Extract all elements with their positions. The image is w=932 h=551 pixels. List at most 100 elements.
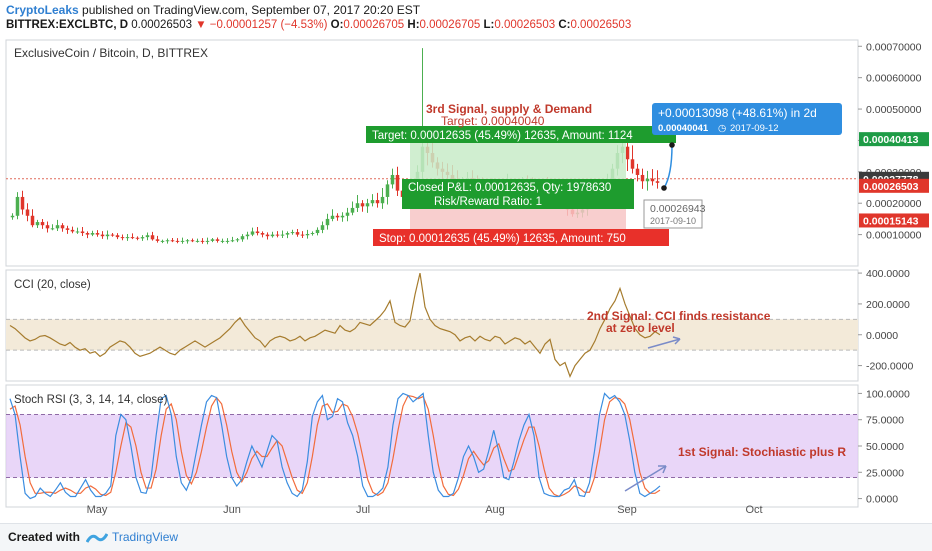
symbol-label: BITTREX:EXCLBTC, D — [6, 19, 129, 31]
candle-body — [300, 234, 305, 236]
x-label-aug: Aug — [485, 504, 505, 516]
signal2-arrowhead — [672, 336, 681, 345]
measure-value: 0.00040041 — [658, 123, 709, 134]
publish-text: published on TradingView.com, September … — [82, 3, 421, 17]
candle-body — [180, 240, 185, 242]
footer-created: Created with — [8, 530, 81, 544]
cci-pane-title: CCI (20, close) — [14, 279, 91, 291]
last-price: 0.00026503 — [131, 19, 192, 31]
signal2-line2[interactable]: at zero level — [606, 321, 675, 335]
candle-body — [240, 236, 245, 240]
chart-area[interactable]: 0.000700000.000600000.000500000.00040000… — [0, 35, 932, 523]
candle-body — [635, 168, 640, 175]
signal3-target[interactable]: Target: 0.00040040 — [441, 114, 545, 128]
stoch-d-line — [9, 394, 661, 498]
stop-label: Stop: 0.00012635 (45.49%) 12635, Amount:… — [379, 233, 626, 245]
candle-body — [155, 239, 160, 241]
price-tick-label: 0.00060000 — [866, 73, 922, 85]
candle-body — [85, 233, 90, 235]
point-label-box — [643, 199, 703, 229]
stoch-tick-label: 25.0000 — [866, 467, 904, 479]
signal2-line1[interactable]: 2nd Signal: CCI finds resistance — [587, 309, 771, 323]
candle-body — [140, 237, 145, 239]
x-label-jul: Jul — [356, 504, 370, 516]
cci-band — [6, 319, 858, 351]
pl-label-box[interactable] — [402, 179, 634, 209]
price-pane-title: ExclusiveCoin / Bitcoin, D, BITTREX — [14, 46, 208, 60]
candle-body — [260, 233, 265, 235]
cci-tick-label: 200.0000 — [866, 299, 910, 311]
candle-body — [355, 203, 360, 208]
price-tick-label: 0.00070000 — [866, 41, 922, 53]
candle-body — [175, 240, 180, 242]
candle-body — [640, 174, 645, 182]
candle-body — [345, 212, 350, 216]
candle-body — [185, 240, 190, 242]
target-label-box[interactable] — [366, 126, 676, 143]
candle-body — [320, 225, 325, 230]
candle-body — [215, 239, 220, 241]
candle-body — [270, 234, 275, 237]
signal1-text[interactable]: 1st Signal: Stochiastic plus R — [678, 445, 846, 459]
candle-body — [335, 215, 340, 218]
candle-body — [45, 225, 50, 229]
candle-body — [650, 178, 655, 182]
candle-body — [210, 239, 215, 241]
candle-body — [360, 203, 365, 207]
price-change: ▼ −0.00001257 (−4.53%) — [195, 19, 328, 31]
candle-body — [130, 237, 135, 239]
price-tag-box — [859, 132, 929, 147]
candle-body — [190, 240, 195, 242]
author-link[interactable]: CryptoLeaks — [6, 3, 79, 17]
cci-series — [6, 272, 858, 378]
axes: 0.000700000.000600000.000500000.00040000… — [858, 41, 929, 506]
candle-body — [255, 231, 260, 234]
tradingview-logo-icon — [86, 533, 108, 543]
x-label-may: May — [87, 504, 108, 516]
candle-body — [20, 196, 25, 210]
candle-body — [90, 233, 95, 235]
symbol-line: BITTREX:EXCLBTC, D 0.00026503 ▼ −0.00001… — [6, 19, 631, 31]
candle-body — [40, 222, 45, 226]
measure-end-point[interactable] — [669, 142, 675, 148]
signal2-arrow — [647, 338, 681, 349]
measure-start-point[interactable] — [661, 185, 667, 191]
ohlc-low-key: L: — [483, 19, 495, 31]
stoch-pane-title: Stoch RSI (3, 3, 14, 14, close) — [14, 394, 168, 406]
candle-body — [80, 231, 85, 234]
stoch-tick-label: 0.0000 — [866, 494, 898, 506]
target-label: Target: 0.00012635 (45.49%) 12635, Amoun… — [372, 130, 633, 142]
candle-body — [245, 234, 250, 237]
candle-body — [110, 234, 115, 236]
pl-label: Closed P&L: 0.00012635, Qty: 1978630 — [408, 182, 611, 194]
candle-body — [125, 237, 130, 239]
point-label-value: 0.00026943 — [650, 203, 706, 215]
signal1-arrowhead — [658, 465, 667, 474]
candle-body — [35, 222, 40, 226]
signal3-title[interactable]: 3rd Signal, supply & Demand — [426, 102, 592, 116]
candle-body — [630, 159, 635, 169]
price-tick-label: 0.00020000 — [866, 198, 922, 210]
candle-body — [250, 231, 255, 235]
candle-body — [340, 215, 345, 218]
measure-callout[interactable] — [652, 103, 842, 135]
point-label-date: 2017-09-10 — [650, 216, 696, 226]
ohlc-open-value: 0.00026705 — [343, 19, 405, 31]
stop-label-box[interactable] — [373, 229, 669, 246]
x-label-sep: Sep — [617, 504, 637, 516]
candle-body — [150, 235, 155, 240]
candle-body — [655, 181, 660, 183]
candle-body — [60, 225, 65, 229]
candle-body — [275, 234, 280, 236]
candle-body — [75, 231, 80, 233]
candle-body — [325, 218, 330, 226]
candle-body — [235, 239, 240, 241]
candle-body — [145, 235, 150, 238]
ohlc-close-value: 0.00026503 — [570, 19, 632, 31]
ohlc-high-value: 0.00026705 — [419, 19, 481, 31]
candle-body — [170, 240, 175, 242]
candle-body — [350, 207, 355, 213]
candle-body — [385, 184, 390, 197]
ohlc-high-key: H: — [407, 19, 420, 31]
footer-brand[interactable]: TradingView — [112, 530, 179, 544]
